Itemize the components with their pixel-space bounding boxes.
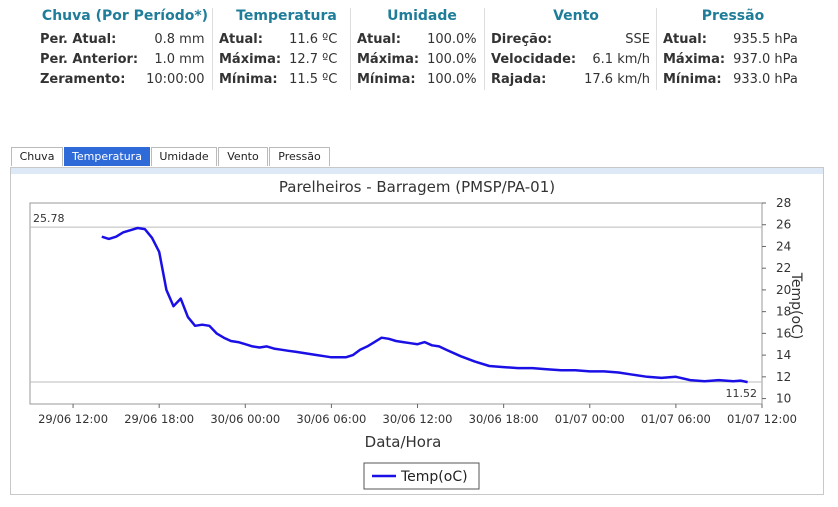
- summary-value: 935.5 hPa: [733, 32, 798, 47]
- summary-label: Zeramento:: [40, 72, 126, 87]
- plot-area: [29, 202, 763, 405]
- summary-label: Per. Atual:: [40, 32, 117, 47]
- summary-panel: Chuva (Por Período*) Per. Atual: 0.8 mm Per…: [0, 8, 838, 108]
- tab-umidade[interactable]: Umidade: [151, 147, 217, 166]
- summary-value: 933.0 hPa: [733, 72, 798, 87]
- x-tick-label: 30/06 18:00: [469, 412, 539, 426]
- summary-label: Máxima:: [219, 52, 282, 67]
- chart-panel: Parelheiros - Barragem (PMSP/PA-01) 25.78…: [10, 167, 824, 495]
- summary-title: Chuva (Por Período*): [41, 8, 209, 24]
- x-axis-title: Data/Hora: [365, 433, 442, 451]
- tab-temperatura[interactable]: Temperatura: [64, 147, 150, 166]
- x-tick-label: 30/06 06:00: [296, 412, 366, 426]
- summary-label: Velocidade:: [491, 52, 577, 67]
- summary-label: Mínima:: [219, 72, 278, 87]
- summary-label: Atual:: [219, 32, 263, 47]
- x-tick-label: 30/06 12:00: [383, 412, 453, 426]
- y-tick-label: 22: [776, 261, 791, 275]
- min-label: 11.52: [726, 387, 758, 400]
- summary-label: Per. Anterior:: [40, 52, 139, 67]
- summary-label: Atual:: [357, 32, 401, 47]
- y-tick-label: 26: [776, 218, 791, 232]
- y-tick-label: 20: [776, 283, 791, 297]
- x-tick-label: 01/07 06:00: [641, 412, 711, 426]
- summary-value: 12.7 ºC: [289, 52, 338, 67]
- y-tick-label: 14: [776, 348, 791, 362]
- summary-value: 1.0 mm: [154, 52, 205, 67]
- y-tick-label: 28: [776, 196, 791, 210]
- summary-label: Direção:: [491, 32, 553, 47]
- y-tick-label: 24: [776, 239, 791, 253]
- summary-value: 6.1 km/h: [592, 52, 651, 67]
- x-tick-label: 01/07 00:00: [555, 412, 625, 426]
- summary-label: Mínima:: [357, 72, 416, 87]
- y-tick-label: 10: [776, 392, 791, 406]
- x-tick-label: 29/06 12:00: [38, 412, 108, 426]
- summary-label: Rajada:: [491, 72, 547, 87]
- x-tick-label: 29/06 18:00: [124, 412, 194, 426]
- y-tick-label: 12: [776, 370, 791, 384]
- summary-wind: Vento Direção: SSE Velocidade: 6.1 km/h Rajad…: [484, 8, 661, 90]
- summary-value: 11.6 ºC: [289, 32, 338, 47]
- chart-title: Parelheiros - Barragem (PMSP/PA-01): [279, 178, 555, 196]
- summary-value: 937.0 hPa: [733, 52, 798, 67]
- y-tick-label: 18: [776, 305, 791, 319]
- summary-value: 100.0%: [427, 32, 477, 47]
- summary-rain: Chuva (Por Período*) Per. Atual: 0.8 mm Per…: [40, 8, 210, 90]
- summary-value: 17.6 km/h: [584, 72, 651, 87]
- panel-header-bar: [11, 168, 823, 174]
- summary-title: Vento: [553, 8, 599, 24]
- summary-label: Máxima:: [663, 52, 726, 67]
- summary-value: 100.0%: [427, 52, 477, 67]
- temperature-chart: Parelheiros - Barragem (PMSP/PA-01) 25.78…: [29, 178, 804, 490]
- summary-value: 0.8 mm: [154, 32, 205, 47]
- summary-humidity: Umidade Atual: 100.0% Máxima: 100.0% Mínima: 1…: [350, 8, 487, 90]
- summary-label: Atual:: [663, 32, 707, 47]
- legend-label: Temp(oC): [400, 469, 468, 485]
- max-label: 25.78: [33, 212, 65, 225]
- summary-title: Umidade: [387, 8, 457, 24]
- summary-pressure: Pressão Atual: 935.5 hPa Máxima: 937.0 hPa Mí…: [656, 8, 803, 90]
- x-tick-label: 30/06 00:00: [210, 412, 280, 426]
- summary-label: Máxima:: [357, 52, 420, 67]
- temperature-series-line: [101, 226, 748, 384]
- summary-value: 100.0%: [427, 72, 477, 87]
- summary-value: 11.5 ºC: [289, 72, 338, 87]
- summary-label: Mínima:: [663, 72, 722, 87]
- summary-value: SSE: [625, 32, 651, 47]
- y-tick-label: 16: [776, 326, 791, 340]
- tab-presso[interactable]: Pressão: [269, 147, 330, 166]
- summary-temperature: Temperatura Atual: 11.6 ºC Máxima: 12.7 ºC Mí…: [212, 8, 354, 90]
- x-tick-label: 01/07 12:00: [727, 412, 797, 426]
- summary-title: Temperatura: [236, 8, 337, 24]
- y-axis-title: Temp(oC): [788, 272, 804, 340]
- summary-title: Pressão: [701, 8, 765, 24]
- summary-value: 10:00:00: [146, 72, 205, 87]
- tab-chuva[interactable]: Chuva: [11, 147, 63, 166]
- tab-vento[interactable]: Vento: [218, 147, 268, 166]
